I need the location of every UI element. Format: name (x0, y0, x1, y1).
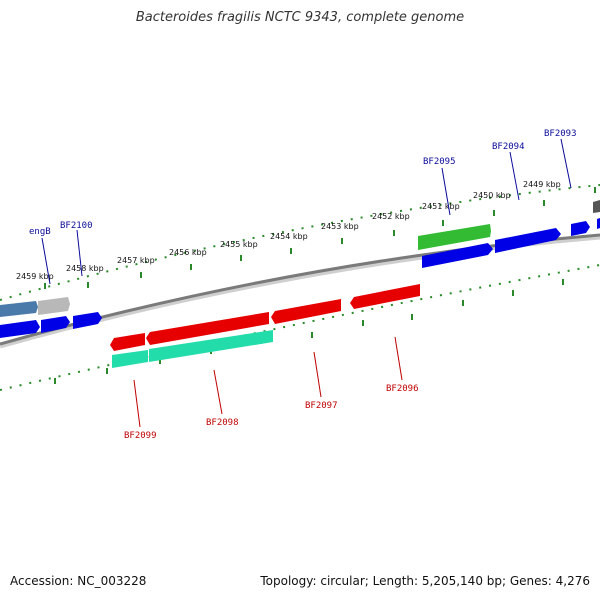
tick-label: 2459 kbp (16, 272, 54, 281)
gene-label-engb[interactable]: engB (29, 227, 51, 237)
tick-label: 2455 kbp (220, 240, 258, 249)
gene-label-bf2096[interactable]: BF2096 (386, 384, 419, 394)
tick-label: 2451 kbp (422, 202, 460, 211)
gene-arrow-teal[interactable] (149, 330, 273, 362)
reverse-strand-genes (110, 284, 420, 368)
gene-arrow-blue[interactable] (41, 316, 70, 333)
gene-label-bf2098[interactable]: BF2098 (206, 418, 239, 428)
forward-strand-genes (0, 200, 600, 338)
gene-arrow-blue[interactable] (422, 243, 493, 268)
gene-label-bf2099[interactable]: BF2099 (124, 431, 157, 441)
gene-label-bf2094[interactable]: BF2094 (492, 142, 525, 152)
gene-labels-bottom: BF2099 BF2098 BF2097 BF2096 (124, 384, 419, 441)
tick-label: 2452 kbp (372, 212, 410, 221)
label-leader-lines (41, 138, 572, 428)
gene-label-bf2095[interactable]: BF2095 (423, 157, 456, 167)
tick-labels: 2459 kbp 2458 kbp 2457 kbp 2456 kbp 2455… (16, 180, 561, 281)
gene-arrow-steelblue[interactable] (0, 301, 38, 317)
tick-label: 2453 kbp (321, 222, 359, 231)
accession-text: Accession: NC_003228 (10, 574, 147, 588)
tick-label: 2456 kbp (169, 248, 207, 257)
backbone-arc (0, 233, 600, 346)
inner-tick-ring (0, 264, 600, 391)
gene-labels-top: engB BF2100 BF2095 BF2094 BF2093 (29, 129, 577, 237)
backbone-arc-shadow (0, 234, 600, 349)
gene-arrow-gray[interactable] (38, 297, 70, 315)
gene-arrow-blue[interactable] (571, 221, 590, 236)
gene-arrow-dark[interactable] (593, 200, 600, 213)
genome-summary-text: Topology: circular; Length: 5,205,140 bp… (260, 574, 590, 588)
gene-arrow-green[interactable] (418, 224, 491, 250)
tick-label: 2458 kbp (66, 264, 104, 273)
gene-arrow-blue[interactable] (0, 320, 40, 338)
gene-label-bf2097[interactable]: BF2097 (305, 401, 338, 411)
gene-arrow-blue[interactable] (495, 228, 561, 253)
outer-major-ticks (44, 187, 596, 289)
tick-label: 2454 kbp (270, 232, 308, 241)
tick-label: 2450 kbp (473, 191, 511, 200)
map-title: Bacteroides fragilis NCTC 9343, complete… (135, 10, 465, 25)
inner-major-ticks (54, 279, 564, 384)
tick-label: 2457 kbp (117, 256, 155, 265)
gene-arrow-red[interactable] (350, 284, 420, 309)
gene-arrow-red[interactable] (271, 299, 341, 324)
gene-arrow-red[interactable] (110, 333, 145, 351)
gene-label-bf2093[interactable]: BF2093 (544, 129, 577, 139)
tick-label: 2449 kbp (523, 180, 561, 189)
gene-arrow-red[interactable] (146, 312, 269, 345)
gene-arrow-teal[interactable] (112, 350, 148, 368)
gene-arrow-blue[interactable] (73, 312, 102, 329)
gene-label-bf2100[interactable]: BF2100 (60, 221, 93, 231)
gene-arrow-blue[interactable] (597, 218, 600, 229)
